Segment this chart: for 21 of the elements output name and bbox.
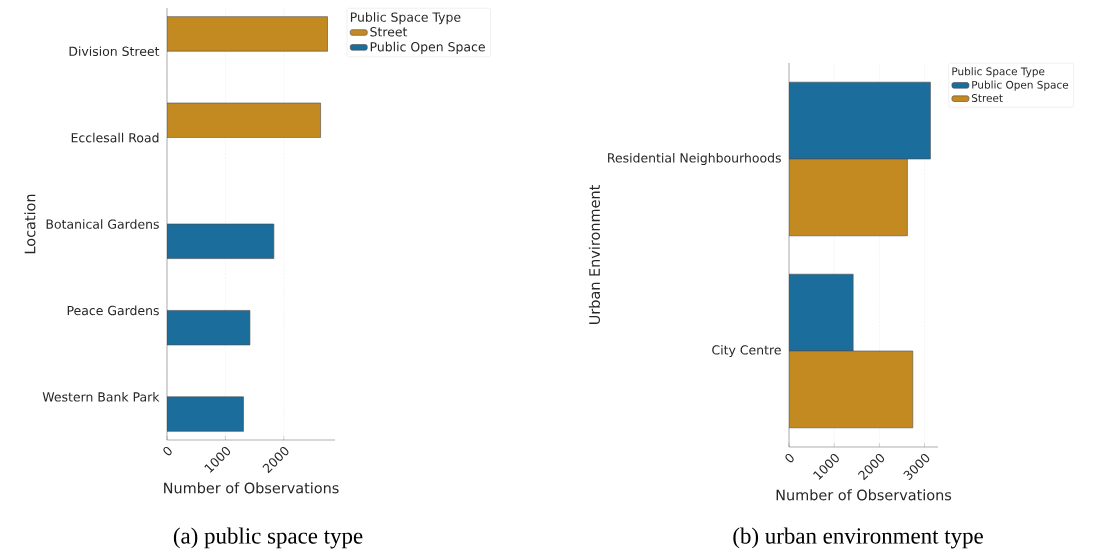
legend-title: Public Space Type xyxy=(952,67,1045,78)
y-tick-label: Division Street xyxy=(69,46,160,57)
y-tick-label: Residential Neighbourhoods xyxy=(608,152,781,166)
text: (a) public space type xyxy=(173,527,363,549)
y-tick-label: City Centre xyxy=(712,344,781,358)
legend-label: Street xyxy=(971,94,1003,102)
y-tick-label: Ecclesall Road xyxy=(71,132,159,143)
legend-label: Public Open Space xyxy=(370,41,485,54)
x-axis-title: Number of Observations xyxy=(164,482,339,494)
y-axis-title: Location xyxy=(24,194,36,254)
legend-label: Street xyxy=(370,27,408,37)
legend-label: Public Open Space xyxy=(972,80,1069,91)
legend-title: Public Space Type xyxy=(350,12,461,25)
y-axis-title: Urban Environment xyxy=(588,185,601,325)
x-tick-label: 0 xyxy=(785,453,794,463)
x-tick-label: 0 xyxy=(163,446,172,456)
text: (b) urban environment type xyxy=(733,527,983,549)
y-tick-label: Botanical Gardens xyxy=(46,219,159,229)
y-tick-label: Peace Gardens xyxy=(67,305,159,316)
x-axis-title: Number of Observations xyxy=(776,489,952,501)
y-tick-label: Western Bank Park xyxy=(42,391,160,402)
